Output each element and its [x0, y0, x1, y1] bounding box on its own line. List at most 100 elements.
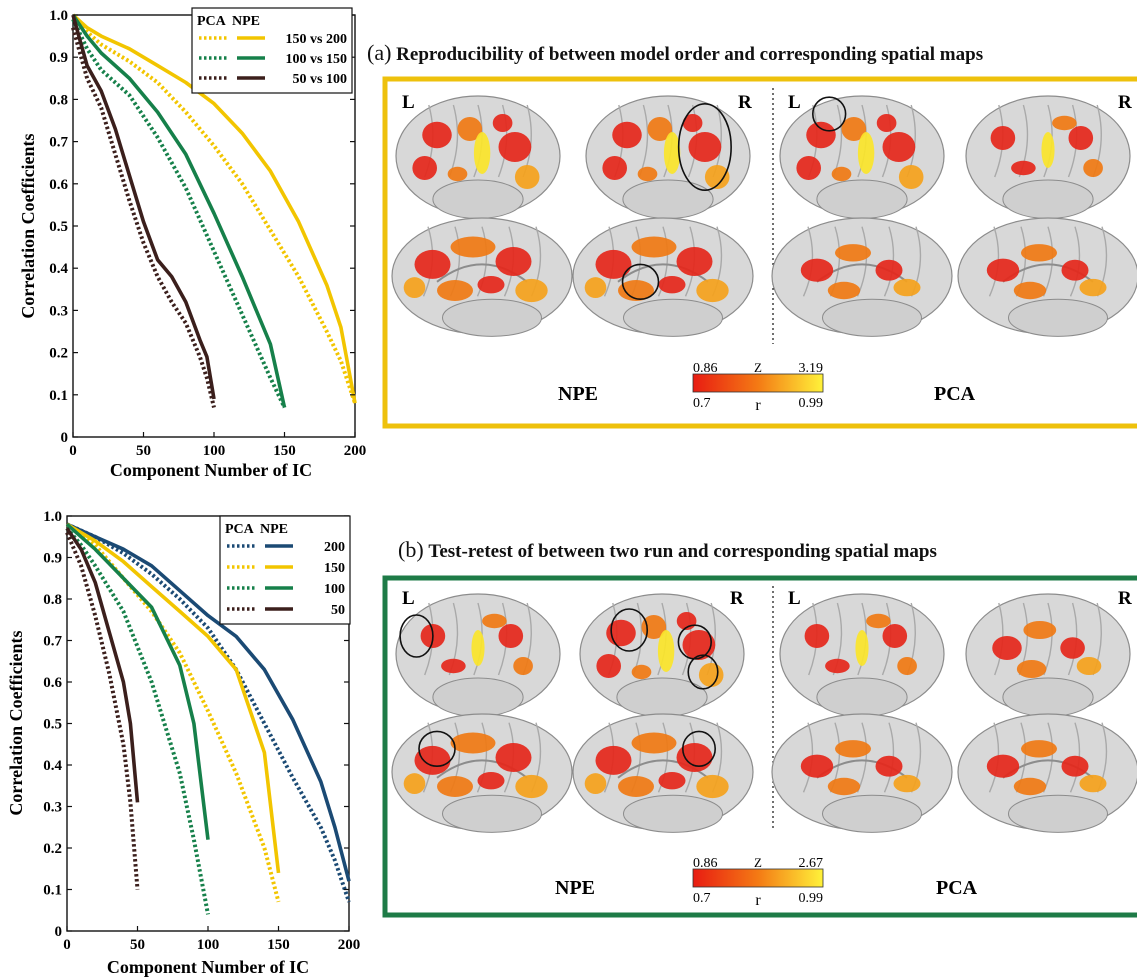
- panel-a-z-min: 0.86: [693, 361, 718, 376]
- temporal-lobe: [822, 794, 922, 833]
- series-line-npe-200: [66, 522, 351, 882]
- brain-a-npe-left-lateral: [395, 95, 561, 219]
- activation-blob: [827, 281, 861, 300]
- activation-blob: [473, 132, 491, 174]
- temporal-lobe: [432, 677, 524, 717]
- panel-a-z-label: Z: [754, 360, 762, 375]
- y-tick-label: 0.8: [49, 92, 68, 108]
- activation-blob: [495, 743, 532, 772]
- activation-blob: [1041, 132, 1055, 168]
- y-tick-label: 0.2: [43, 841, 62, 857]
- highlight-circle: [677, 102, 732, 192]
- temporal-lobe: [1008, 794, 1108, 833]
- y-tick-label: 1.0: [49, 8, 68, 24]
- activation-blob: [835, 244, 871, 262]
- activation-blob: [492, 114, 513, 132]
- activation-blob: [658, 772, 686, 790]
- panel-b-r-min: 0.7: [693, 891, 711, 906]
- y-tick-label: 0: [55, 924, 63, 940]
- legend-label: 150 vs 200: [286, 32, 347, 47]
- activation-blob: [893, 774, 921, 793]
- activation-blob: [647, 117, 673, 141]
- highlight-circle: [812, 96, 847, 132]
- legend-box: [191, 7, 353, 94]
- y-tick-label: 0.1: [49, 388, 68, 404]
- series-line-pca-100-vs-150: [71, 18, 287, 409]
- panel-a-pca-label: PCA: [934, 383, 976, 405]
- panel-a-r-label: r: [755, 397, 761, 414]
- activation-blob: [992, 636, 1022, 660]
- activation-blob: [631, 732, 677, 754]
- brain-b-pca-left-lateral: [779, 593, 945, 717]
- panel-a-left-label: L: [402, 92, 415, 113]
- activation-blob: [495, 247, 532, 276]
- temporal-lobe: [623, 794, 723, 833]
- sulcus-line: [476, 722, 488, 793]
- series-line-npe-100: [65, 522, 210, 840]
- y-tick-label: 0.9: [43, 551, 62, 567]
- temporal-lobe: [622, 179, 714, 219]
- activation-blob: [682, 114, 703, 132]
- legend-label: 100: [324, 582, 345, 597]
- x-tick-label: 0: [63, 937, 71, 953]
- activation-blob: [414, 249, 451, 279]
- sulcus-line: [657, 226, 669, 297]
- panel-a-left-label-2: L: [788, 92, 801, 113]
- activation-blob: [696, 774, 729, 799]
- activation-blob: [704, 165, 730, 189]
- activation-blob: [412, 156, 437, 180]
- x-tick-label: 50: [136, 443, 151, 459]
- activation-blob: [618, 280, 654, 301]
- chart-bottom-xlabel: Component Number of IC: [107, 957, 309, 977]
- legend-header-pca: PCA: [197, 14, 227, 29]
- activation-blob: [804, 624, 830, 648]
- series-line-pca-50: [65, 531, 140, 890]
- panel-b-z-label: Z: [754, 855, 762, 870]
- highlight-circle: [399, 614, 434, 658]
- activation-blob: [1060, 637, 1085, 659]
- y-tick-label: 0.5: [49, 219, 68, 235]
- activation-blob: [882, 624, 908, 648]
- panel-b-right-label-2: R: [1118, 588, 1132, 609]
- brain-a-pca-left-medial: [771, 217, 953, 337]
- brain-b-pca-left-medial: [771, 713, 953, 833]
- activation-blob: [663, 132, 681, 174]
- temporal-lobe: [1002, 179, 1094, 219]
- activation-blob: [1013, 777, 1047, 796]
- panel-a-colorbar: 0.86 Z 3.19 0.7 r 0.99: [692, 360, 824, 414]
- activation-blob: [1079, 278, 1107, 297]
- activation-blob: [595, 249, 632, 279]
- y-tick-label: 0.9: [49, 50, 68, 66]
- activation-blob: [637, 166, 658, 182]
- activation-blob: [986, 754, 1020, 778]
- activation-blob: [866, 613, 891, 629]
- activation-blob: [477, 772, 505, 790]
- activation-blob: [875, 259, 903, 281]
- activation-blob: [882, 132, 916, 162]
- chart-bottom-ylabel: Correlation Coefficients: [6, 630, 26, 815]
- temporal-lobe: [816, 677, 908, 717]
- panel-b-tag: (b): [398, 537, 424, 562]
- panel-b-colorbar-gradient: [692, 868, 824, 888]
- activation-blob: [447, 166, 468, 182]
- x-tick-label: 100: [197, 937, 220, 953]
- activation-blob: [584, 773, 607, 795]
- series-line-npe-150: [66, 522, 281, 874]
- chart-top: 0 0.1 0.2 0.3 0.4 0.5 0.6 0.7 0.8 0.9 1.0 0 50 100 150…: [18, 7, 366, 480]
- legend-header-npe: NPE: [260, 522, 288, 537]
- activation-blob: [897, 657, 917, 675]
- activation-blob: [403, 773, 426, 795]
- brain-a-npe-right-lateral: [585, 95, 751, 219]
- panel-b-brain-maps: L R L R NPE PCA 0.86 Z 2.67 0.7 r 0.99: [382, 575, 1137, 918]
- series-line-pca-150: [65, 522, 281, 903]
- activation-blob: [612, 121, 642, 149]
- activation-blob: [514, 165, 540, 189]
- panel-b-pca-label: PCA: [936, 877, 978, 899]
- highlight-circle: [610, 608, 649, 652]
- x-tick-label: 150: [267, 937, 290, 953]
- temporal-lobe: [442, 298, 542, 337]
- legend-box: [219, 515, 351, 625]
- brain-b-npe-right-lateral: [579, 593, 745, 717]
- panel-a-brain-maps: L R L R NPE PCA 0.86 Z 3.19 0.7 r 0.99: [382, 76, 1137, 429]
- brain-b-pca-right-lateral: [965, 593, 1131, 717]
